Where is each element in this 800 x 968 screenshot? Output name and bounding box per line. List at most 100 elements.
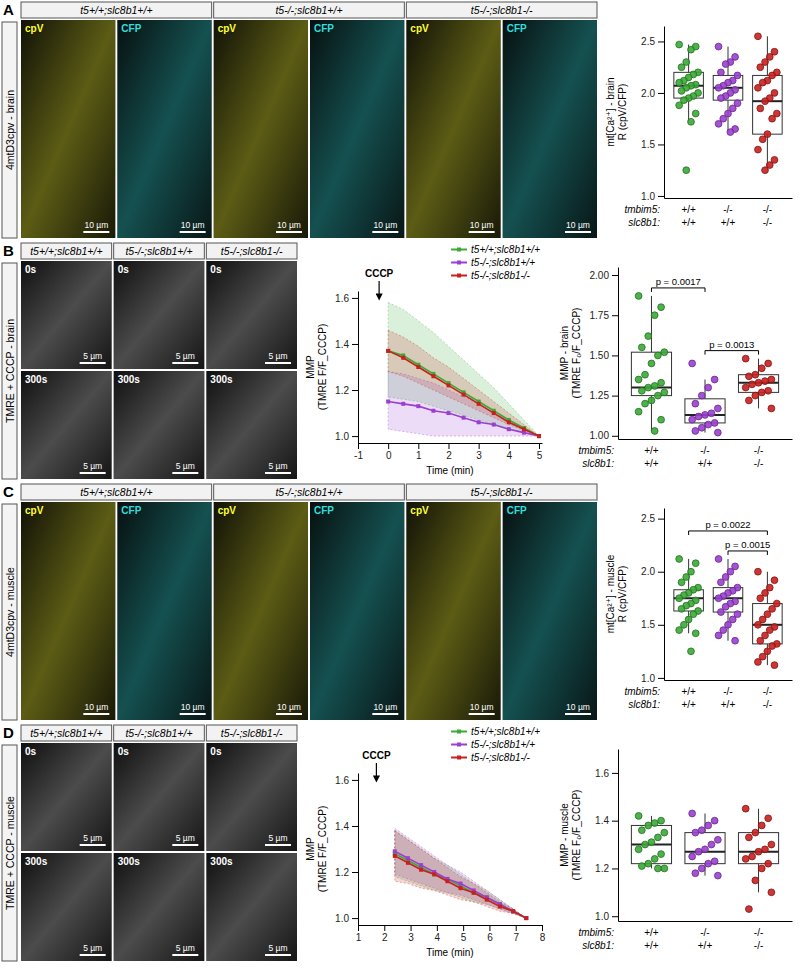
data-point	[762, 846, 769, 853]
tick-label: 1.6	[335, 775, 349, 786]
genotype-value: -/-	[754, 445, 763, 456]
scale-bar-label: 5 µm	[268, 351, 287, 361]
legend-swatch-marker	[457, 730, 461, 734]
data-point	[765, 815, 772, 822]
data-point	[692, 829, 699, 836]
micrograph-signal	[21, 853, 112, 961]
data-point	[661, 389, 668, 396]
axis-title: MMP	[305, 837, 316, 861]
axis-title: R (cpV/CFP)	[617, 84, 628, 141]
data-point	[658, 416, 665, 423]
axis-title: (TMRE F/F_CCCP)	[317, 324, 328, 411]
series-marker	[462, 416, 466, 420]
series-marker	[386, 349, 390, 353]
data-point	[698, 827, 705, 834]
tick-label: 4	[435, 932, 441, 943]
scale-bar	[83, 713, 109, 715]
plot-area	[674, 33, 782, 174]
scale-bar-label: 5 µm	[176, 943, 195, 953]
data-point	[742, 355, 749, 362]
legend-swatch-marker	[457, 756, 461, 760]
legend: t5+/+;slc8b1+/+t5-/-;slc8b1+/+t5-/-;slc8…	[451, 244, 540, 281]
genotype-value: -/-	[763, 204, 772, 215]
tick-mark	[658, 519, 664, 520]
scale-bar	[172, 844, 198, 846]
tick-label: 2.5	[641, 36, 655, 47]
data-point	[746, 373, 753, 380]
data-point	[689, 853, 696, 860]
tick-mark	[352, 344, 358, 345]
data-point	[746, 397, 753, 404]
genotype-value: -/-	[723, 686, 732, 697]
scale-bar	[265, 844, 291, 846]
data-point	[689, 810, 696, 817]
frame-label: cpV	[218, 23, 237, 34]
micrograph-signal	[117, 502, 211, 720]
tick-mark	[358, 443, 359, 449]
tick-label: 1.2	[595, 863, 609, 874]
tick-mark	[612, 275, 618, 276]
micrograph	[114, 743, 205, 851]
data-point	[755, 84, 762, 91]
data-point	[678, 64, 685, 71]
legend-swatch-marker	[457, 261, 461, 265]
data-point	[698, 865, 705, 872]
data-point	[695, 848, 702, 855]
genotype-header-box	[406, 484, 597, 500]
tick-label: 1.0	[641, 673, 655, 684]
tick: 2.00	[590, 270, 618, 281]
tick-label: 0	[386, 450, 392, 461]
series-marker	[393, 849, 397, 853]
series-marker	[386, 349, 390, 353]
data-point	[708, 410, 715, 417]
series-marker	[472, 891, 476, 895]
data-point	[755, 659, 762, 666]
frame-label: 0s	[210, 264, 222, 275]
tick-label: 3	[476, 450, 482, 461]
label-strip	[2, 504, 17, 720]
data-point	[635, 408, 642, 415]
tick: 2.0	[641, 566, 664, 577]
data-point	[762, 378, 769, 385]
image-panel: BTMRE + CCCP - braint5+/+;slc8b1+/+0s5 µ…	[2, 242, 297, 479]
data-point	[722, 61, 729, 68]
micrograph-signal	[206, 853, 297, 961]
data-point	[765, 860, 772, 867]
box	[738, 375, 778, 393]
data-point	[698, 424, 705, 431]
data-point	[642, 371, 649, 378]
series-line	[388, 351, 539, 436]
box	[674, 72, 704, 98]
axis: 12345678	[356, 925, 546, 943]
micrograph-signal	[406, 20, 500, 238]
tick-label: 1.4	[595, 815, 609, 826]
tick-mark	[516, 925, 517, 931]
p-value: p = 0.0017	[656, 276, 701, 287]
tick: 1.2	[335, 385, 358, 396]
tick: 1.0	[335, 913, 358, 924]
micrograph	[21, 502, 115, 720]
significance-bracket	[705, 351, 759, 355]
genotype-value: +/+	[644, 445, 659, 456]
tick-label: 2.0	[641, 566, 655, 577]
plot-area	[631, 293, 778, 436]
micrograph	[406, 502, 500, 720]
genotype-header: t5-/-;slc8b1+/+	[275, 4, 342, 16]
genotype-value: -/-	[763, 686, 772, 697]
data-point	[705, 860, 712, 867]
tick-label: 2.5	[641, 513, 655, 524]
genotype-header: t5-/-;slc8b1-/-	[471, 486, 533, 498]
micrograph-signal	[206, 743, 297, 851]
axis-title: (TMRE F/F_CCCP)	[317, 806, 328, 893]
data-point	[752, 392, 759, 399]
data-point	[752, 371, 759, 378]
data-point	[749, 853, 756, 860]
legend-label: t5-/-;slc8b1+/+	[471, 257, 535, 268]
series-marker	[431, 409, 435, 413]
data-point	[658, 851, 665, 858]
genotype-header-box	[21, 484, 212, 500]
line-chart: -10123451.01.21.41.6t5+/+;slc8b1+/+t5-/-…	[305, 244, 543, 476]
genotype-header: t5-/-;slc8b1-/-	[471, 4, 533, 16]
data-point	[676, 627, 683, 634]
data-point	[692, 870, 699, 877]
